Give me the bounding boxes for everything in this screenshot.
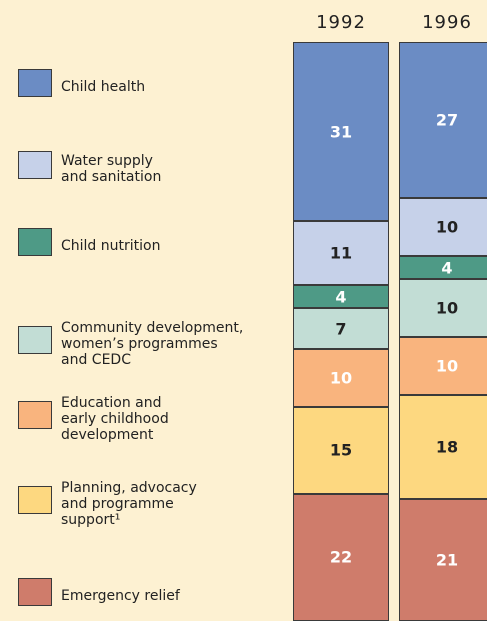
value-label: 15 bbox=[329, 440, 353, 460]
legend-label: Planning, advocacy and programme support… bbox=[61, 480, 197, 528]
legend-label: Child nutrition bbox=[61, 238, 161, 254]
value-label: 10 bbox=[435, 298, 459, 318]
year-label: 1992 bbox=[316, 12, 366, 33]
legend-swatch bbox=[18, 69, 52, 97]
legend-label: Water supply and sanitation bbox=[61, 153, 162, 185]
value-label: 4 bbox=[335, 287, 347, 307]
bar-segment bbox=[293, 308, 389, 349]
legend-swatch bbox=[18, 326, 52, 354]
value-label: 27 bbox=[435, 110, 459, 130]
bar-segment bbox=[399, 42, 487, 199]
value-label: 18 bbox=[435, 437, 459, 457]
legend-swatch bbox=[18, 578, 52, 606]
value-label: 4 bbox=[441, 258, 453, 278]
bar-segment bbox=[293, 221, 389, 286]
bar-segment bbox=[399, 499, 487, 621]
legend-swatch bbox=[18, 228, 52, 256]
bar-segment bbox=[399, 395, 487, 500]
bar-segment bbox=[293, 348, 389, 407]
legend-label: Emergency relief bbox=[61, 588, 180, 604]
value-label: 10 bbox=[435, 356, 459, 376]
legend-swatch bbox=[18, 401, 52, 429]
year-label: 1996 bbox=[422, 12, 472, 33]
value-label: 10 bbox=[329, 368, 353, 388]
legend-label: Education and early childhood developmen… bbox=[61, 395, 169, 443]
legend-label: Community development, women’s programme… bbox=[61, 320, 244, 368]
value-label: 10 bbox=[435, 217, 459, 237]
value-label: 22 bbox=[329, 547, 353, 567]
legend-swatch bbox=[18, 486, 52, 514]
value-label: 11 bbox=[329, 243, 353, 263]
bar-segment bbox=[293, 285, 389, 309]
value-label: 21 bbox=[435, 550, 459, 570]
bar-segment bbox=[399, 337, 487, 396]
bar-segment bbox=[293, 493, 389, 621]
bar-segment bbox=[399, 256, 487, 280]
value-label: 31 bbox=[329, 122, 353, 142]
legend-label: Child health bbox=[61, 79, 146, 95]
bar-segment bbox=[293, 406, 389, 494]
value-label: 7 bbox=[335, 319, 347, 339]
bar-segment bbox=[293, 42, 389, 222]
legend-swatch bbox=[18, 151, 52, 179]
bar-segment bbox=[399, 198, 487, 257]
bar-segment bbox=[399, 279, 487, 338]
